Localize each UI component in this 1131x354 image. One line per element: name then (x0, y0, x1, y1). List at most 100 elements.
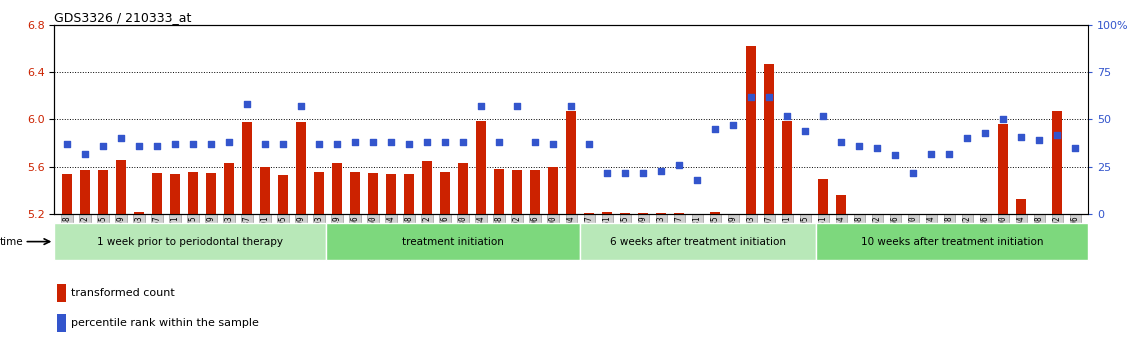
Bar (494, 169, 504, 214)
Bar (476, 121, 486, 214)
Point (202, 141, 221, 147)
Point (598, 170, 616, 175)
Point (905, 170, 923, 175)
Point (1012, 134, 1030, 139)
Point (526, 139, 544, 145)
Point (328, 141, 346, 147)
Bar (296, 122, 307, 214)
Bar (278, 175, 288, 214)
Point (1067, 145, 1085, 151)
Point (742, 94, 760, 99)
Point (184, 141, 202, 147)
Point (958, 136, 976, 141)
Bar (314, 172, 323, 214)
Point (851, 143, 869, 149)
Text: 10 weeks after treatment initiation: 10 weeks after treatment initiation (861, 236, 1043, 247)
FancyBboxPatch shape (815, 223, 1088, 260)
Point (922, 151, 940, 156)
Point (706, 126, 724, 132)
Bar (260, 167, 270, 214)
Point (400, 141, 418, 147)
Bar (98, 170, 107, 214)
Point (869, 145, 887, 151)
Point (760, 94, 778, 99)
Point (508, 103, 526, 109)
Bar (152, 173, 162, 214)
Point (653, 168, 671, 173)
Point (887, 153, 905, 158)
Point (544, 141, 562, 147)
Bar (57, 284, 66, 302)
Point (346, 139, 364, 145)
Bar (1053, 111, 1062, 214)
Bar (422, 161, 432, 214)
Point (454, 139, 472, 145)
Point (688, 177, 706, 183)
Bar (133, 212, 144, 214)
Point (994, 117, 1012, 122)
Point (940, 151, 958, 156)
Bar (333, 163, 342, 214)
Bar (656, 213, 666, 214)
Text: GDS3326 / 210333_at: GDS3326 / 210333_at (54, 11, 191, 24)
Bar (62, 174, 72, 214)
Text: transformed count: transformed count (71, 288, 175, 298)
Bar (999, 124, 1009, 214)
Point (580, 141, 598, 147)
Point (292, 103, 310, 109)
Point (1048, 132, 1067, 137)
Point (58, 141, 76, 147)
Bar (638, 213, 648, 214)
Bar (512, 170, 523, 214)
Bar (386, 174, 396, 214)
Bar (170, 174, 180, 214)
Point (490, 139, 508, 145)
Point (219, 139, 238, 145)
Bar (458, 163, 468, 214)
Bar (819, 179, 828, 214)
Bar (368, 173, 378, 214)
Bar (746, 46, 757, 214)
Bar (836, 195, 846, 214)
Bar (620, 213, 630, 214)
Bar (674, 213, 684, 214)
Bar (404, 174, 414, 214)
Bar (602, 212, 612, 214)
Point (310, 141, 328, 147)
Bar (242, 122, 252, 214)
Point (724, 122, 742, 128)
Point (437, 139, 455, 145)
Point (112, 136, 130, 141)
Point (634, 170, 653, 175)
Point (238, 102, 256, 107)
Bar (567, 111, 576, 214)
FancyBboxPatch shape (54, 223, 327, 260)
Bar (585, 213, 594, 214)
FancyBboxPatch shape (327, 223, 580, 260)
Bar (549, 167, 558, 214)
Point (796, 128, 814, 134)
Point (166, 141, 184, 147)
Point (256, 141, 274, 147)
Bar (116, 160, 126, 214)
Bar (224, 163, 234, 214)
Point (94, 143, 112, 149)
Text: time: time (0, 236, 24, 247)
Point (472, 103, 490, 109)
Point (976, 130, 994, 136)
Text: 6 weeks after treatment initiation: 6 weeks after treatment initiation (610, 236, 786, 247)
Point (562, 103, 580, 109)
Bar (206, 173, 216, 214)
Bar (57, 314, 66, 332)
Bar (1017, 199, 1026, 214)
Point (148, 143, 166, 149)
Bar (80, 170, 89, 214)
FancyBboxPatch shape (580, 223, 815, 260)
Point (671, 162, 689, 168)
Bar (351, 172, 360, 214)
Point (364, 139, 382, 145)
Point (76, 151, 94, 156)
Text: treatment initiation: treatment initiation (403, 236, 504, 247)
Bar (188, 172, 198, 214)
Point (130, 143, 148, 149)
